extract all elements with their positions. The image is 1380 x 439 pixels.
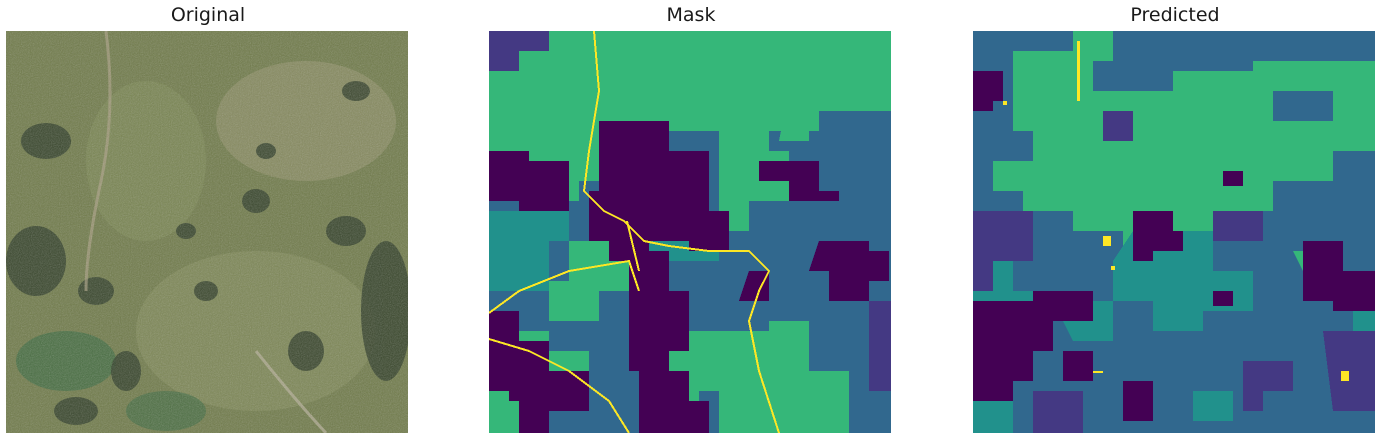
panel-title: Predicted [1130, 4, 1220, 26]
predicted-image [973, 31, 1375, 433]
panel-original: Original [6, 0, 410, 439]
mask-image [489, 31, 891, 433]
panel-title: Original [170, 4, 246, 26]
panel-predicted: Predicted [973, 0, 1377, 439]
panel-title: Mask [666, 4, 716, 26]
panel-mask: Mask [489, 0, 893, 439]
original-aerial-image [6, 31, 408, 433]
